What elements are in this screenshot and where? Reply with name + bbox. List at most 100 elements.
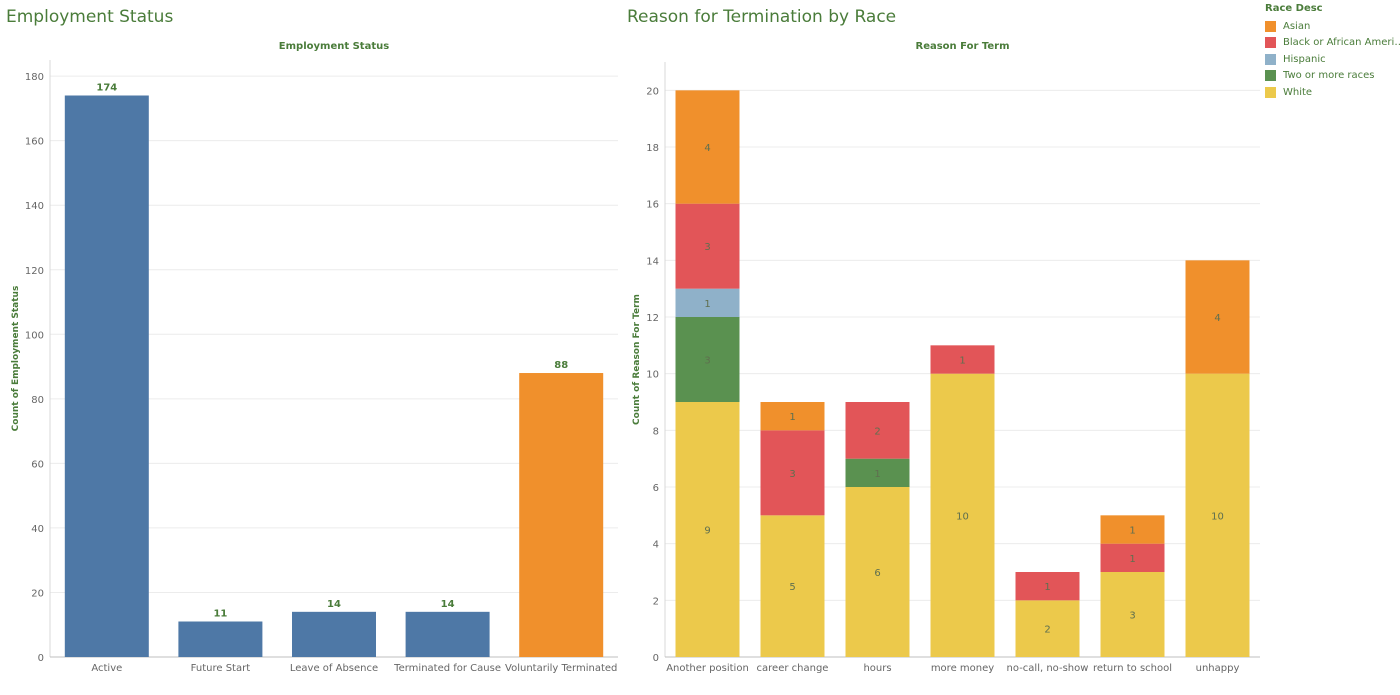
y-tick-label: 4 [653,540,659,551]
stacked-bar-segment [845,487,910,657]
legend-item[interactable]: Asian [1265,18,1400,35]
data-label: 174 [96,82,117,93]
segment-label: 1 [789,412,795,423]
right-chart-subtitle: Reason For Term [915,41,1010,52]
data-label: 11 [213,609,227,620]
stacked-bar-segment [760,430,825,516]
y-tick-label: 20 [31,588,44,599]
y-tick-label: 80 [31,395,44,406]
stacked-bar-segment [675,203,740,289]
segment-label: 3 [704,242,710,253]
segment-label: 1 [1044,582,1050,593]
segment-label: 1 [1129,554,1135,565]
y-tick-label: 10 [646,370,659,381]
stacked-bar-segment [1100,543,1165,572]
bar [178,621,263,657]
segment-label: 1 [959,356,965,367]
y-tick-label: 160 [25,137,44,148]
stacked-bar-segment [760,402,825,431]
y-axis-title: Count of Reason For Term [632,294,642,425]
bar [64,95,149,657]
x-tick-label: more money [931,663,994,674]
legend-swatch [1265,37,1276,49]
x-tick-label: Future Start [191,663,251,674]
segment-label: 6 [874,568,880,579]
stacked-bar-segment [675,90,740,204]
y-tick-label: 8 [653,426,659,437]
y-tick-label: 180 [25,72,44,83]
legend-item[interactable]: White [1265,84,1400,101]
stacked-bar-segment [1185,373,1250,657]
x-tick-label: career change [757,663,829,674]
stacked-bar-segment [1100,515,1165,544]
legend-title: Race Desc [1265,3,1323,14]
legend-item[interactable]: Hispanic [1265,51,1400,68]
legend-swatch [1265,20,1276,32]
segment-label: 2 [874,426,880,437]
legend-label: Two or more races [1283,70,1375,82]
left-chart-subtitle: Employment Status [278,41,390,52]
y-tick-label: 2 [653,596,659,607]
segment-label: 2 [1044,625,1050,636]
stacked-bar-segment [1015,572,1080,601]
race-legend: Race Desc Asian Black or African American… [1265,3,1400,101]
x-tick-label: no-call, no-show [1007,663,1089,674]
data-label: 14 [441,599,455,610]
segment-label: 1 [1129,526,1135,537]
y-tick-label: 100 [25,330,44,341]
legend-item[interactable]: Two or more races [1265,68,1400,85]
stacked-bar-segment [675,288,740,317]
segment-label: 4 [1214,313,1220,324]
right-chart-title: Reason for Termination by Race [627,7,897,27]
stacked-bar-segment [675,402,740,657]
data-label: 88 [554,360,568,371]
y-tick-label: 14 [646,256,659,267]
x-tick-label: Voluntarily Terminated [505,663,617,674]
x-tick-label: return to school [1093,663,1172,674]
stacked-bar-segment [760,515,825,657]
segment-label: 4 [704,143,710,154]
y-tick-label: 6 [653,483,659,494]
data-label: 14 [327,599,341,610]
y-tick-label: 40 [31,524,44,535]
stacked-bar-segment [930,373,995,657]
segment-label: 9 [704,526,710,537]
segment-label: 3 [1129,611,1135,622]
x-tick-label: Another position [666,663,749,674]
segment-label: 5 [789,582,795,593]
x-tick-label: Leave of Absence [290,663,378,674]
legend-item[interactable]: Black or African American [1265,35,1400,52]
stacked-bar-segment [845,458,910,487]
left-chart-title: Employment Status [6,7,174,27]
legend-swatch [1265,86,1276,98]
stacked-bar-segment [675,317,740,402]
y-tick-label: 20 [646,86,659,97]
segment-label: 1 [704,299,710,310]
legend-label: Hispanic [1283,53,1326,65]
bar [292,611,376,657]
stacked-bar-segment [1185,260,1250,374]
x-tick-label: Active [91,663,122,674]
legend-label: Asian [1283,20,1311,32]
bar [519,373,604,657]
y-tick-label: 16 [646,200,659,211]
stacked-bar-segment [1100,572,1165,657]
y-tick-label: 18 [646,143,659,154]
segment-label: 1 [874,469,880,480]
stacked-bar-segment [930,345,995,374]
segment-label: 10 [1211,511,1224,522]
legend-swatch [1265,53,1276,65]
segment-label: 3 [789,469,795,480]
y-tick-label: 12 [646,313,659,324]
y-axis-title: Count of Employment Status [11,286,21,432]
legend-swatch [1265,70,1276,82]
y-tick-label: 60 [31,459,44,470]
y-tick-label: 120 [25,266,44,277]
segment-label: 10 [956,511,969,522]
stacked-bar-segment [845,402,910,459]
y-tick-label: 140 [25,201,44,212]
segment-label: 3 [704,356,710,367]
y-tick-label: 0 [653,653,659,664]
